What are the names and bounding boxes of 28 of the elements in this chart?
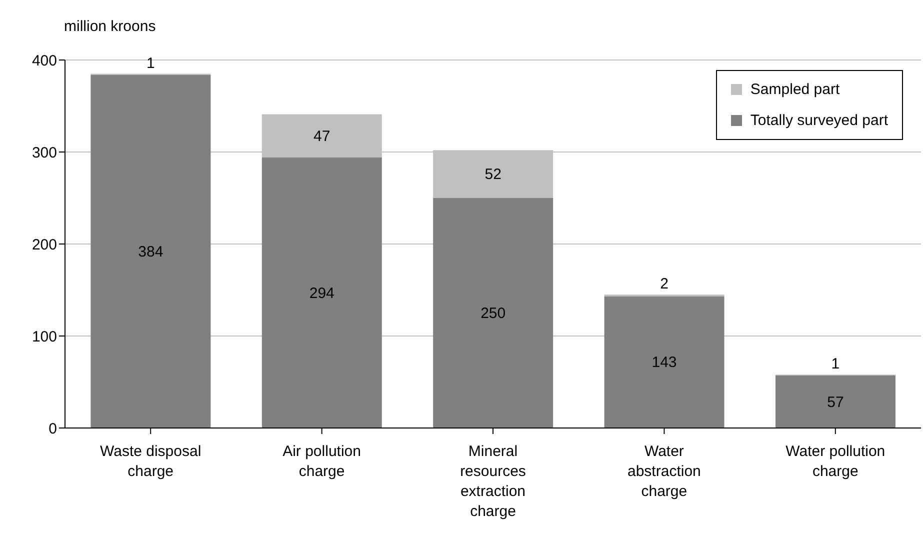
- data-label: 2: [660, 276, 668, 293]
- y-axis-title: million kroons: [64, 18, 156, 35]
- y-tick-label: 400: [32, 52, 57, 70]
- data-label: 47: [314, 128, 330, 145]
- legend-label: Totally surveyed part: [750, 112, 888, 129]
- x-tick-label: Air pollution charge: [282, 443, 361, 480]
- y-tick-label: 0: [48, 420, 57, 438]
- data-label: 1: [146, 54, 155, 72]
- bar: [90, 74, 211, 428]
- data-label: 52: [484, 166, 502, 184]
- legend-label: Sampled part: [750, 81, 840, 98]
- bar: [262, 158, 382, 428]
- data-label: 384: [138, 243, 164, 260]
- y-tick-label: 100: [32, 328, 57, 346]
- data-label: 57: [827, 394, 844, 411]
- x-tick-label: Water pollution charge: [786, 443, 886, 480]
- x-tick-label: Water abstraction charge: [628, 443, 701, 500]
- bar: [604, 296, 724, 428]
- data-label: 1: [831, 356, 840, 373]
- data-label: 143: [652, 354, 677, 372]
- y-tick-label: 300: [32, 144, 57, 162]
- bar: [775, 376, 896, 428]
- x-tick-label: Waste disposal charge: [100, 443, 202, 480]
- data-label: 294: [309, 284, 334, 302]
- bar: [433, 198, 554, 428]
- y-tick-label: 200: [32, 236, 57, 254]
- x-tick-label: Mineral resources extraction charge: [460, 443, 526, 520]
- data-label: 250: [480, 305, 506, 322]
